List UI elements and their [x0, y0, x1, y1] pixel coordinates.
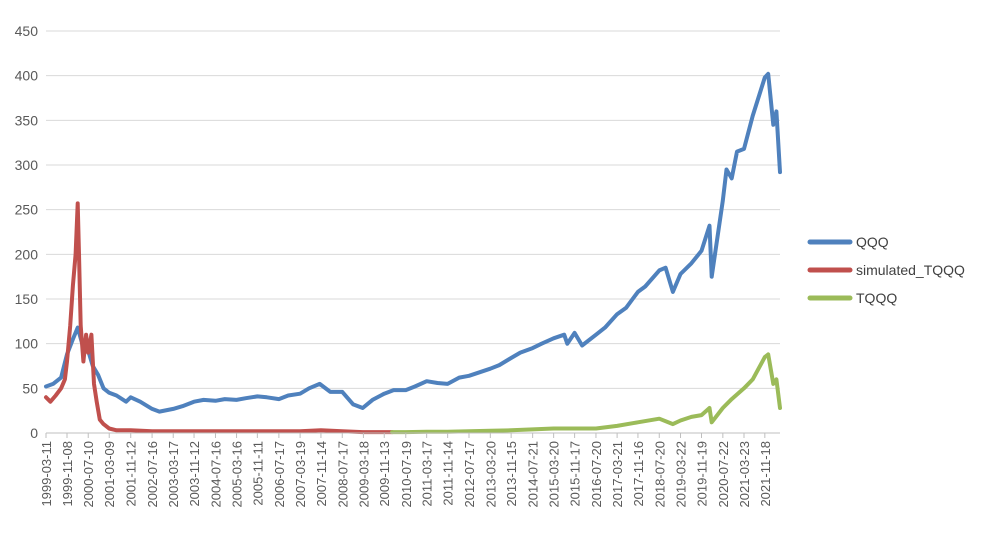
x-tick-label: 2008-07-17 — [335, 441, 350, 508]
y-tick-label: 100 — [15, 336, 39, 352]
legend: QQQ simulated_TQQQ TQQQ — [807, 234, 965, 306]
x-tick-label: 1999-11-08 — [60, 441, 75, 507]
x-tick-label: 2003-03-17 — [166, 441, 181, 508]
y-axis: 0 50 100 150 200 250 300 350 400 450 — [15, 23, 780, 441]
x-axis: 1999-03-11 1999-11-08 2000-07-10 2001-03-09… — [39, 433, 773, 508]
x-tick-label: 2021-03-23 — [737, 441, 752, 508]
x-tick-label: 2021-11-18 — [758, 441, 773, 507]
legend-label: TQQQ — [856, 290, 897, 306]
x-tick-label: 2015-03-20 — [547, 441, 562, 508]
series-line-tqqq — [390, 352, 782, 435]
y-tick-label: 150 — [15, 291, 39, 307]
y-tick-label: 300 — [15, 157, 39, 173]
x-tick-label: 2005-11-11 — [250, 441, 265, 506]
x-tick-label: 2019-11-19 — [695, 441, 710, 507]
x-tick-label: 2006-07-17 — [272, 441, 287, 508]
x-tick-label: 2016-07-20 — [589, 441, 604, 508]
x-tick-label: 2002-07-16 — [145, 441, 160, 508]
x-tick-label: 2001-11-12 — [124, 441, 139, 507]
x-tick-label: 2004-07-16 — [208, 441, 223, 508]
x-tick-label: 2000-07-10 — [81, 441, 96, 508]
legend-label: QQQ — [856, 234, 889, 250]
x-tick-label: 2009-11-13 — [377, 441, 392, 507]
series-line-qqq — [44, 71, 782, 414]
gridlines — [46, 30, 780, 389]
x-tick-label: 2007-03-19 — [293, 441, 308, 508]
y-tick-label: 350 — [15, 112, 39, 128]
y-tick-label: 250 — [15, 202, 39, 218]
y-tick-label: 50 — [22, 380, 38, 396]
x-tick-label: 2019-03-22 — [674, 441, 689, 508]
x-tick-label: 2017-03-21 — [610, 441, 625, 508]
series-lines — [44, 71, 782, 435]
x-tick-label: 2005-03-16 — [230, 441, 245, 508]
x-tick-label: 2012-07-17 — [462, 441, 477, 508]
x-tick-label: 2013-03-20 — [483, 441, 498, 508]
x-tick-label: 2010-07-19 — [399, 441, 414, 508]
y-tick-label: 0 — [30, 425, 38, 441]
series-line-simulated-tqqq — [44, 201, 395, 435]
x-tick-label: 2020-07-22 — [716, 441, 731, 508]
x-tick-label: 2014-07-21 — [526, 441, 541, 508]
y-tick-label: 400 — [15, 68, 39, 84]
x-tick-label: 2009-03-18 — [356, 441, 371, 508]
x-tick-label: 2017-11-16 — [631, 441, 646, 507]
x-tick-label: 2003-11-12 — [187, 441, 202, 507]
x-tick-label: 2007-11-14 — [314, 441, 329, 507]
x-tick-label: 2013-11-15 — [504, 441, 519, 507]
x-tick-label: 2011-03-17 — [420, 441, 435, 507]
x-tick-label: 1999-03-11 — [39, 441, 54, 507]
x-tick-label: 2001-03-09 — [102, 441, 117, 508]
legend-label: simulated_TQQQ — [856, 262, 965, 278]
x-tick-label: 2011-11-14 — [441, 441, 456, 506]
y-tick-label: 200 — [15, 246, 39, 262]
x-tick-label: 2015-11-17 — [568, 441, 583, 507]
x-tick-label: 2018-07-20 — [652, 441, 667, 508]
y-tick-label: 450 — [15, 23, 39, 39]
